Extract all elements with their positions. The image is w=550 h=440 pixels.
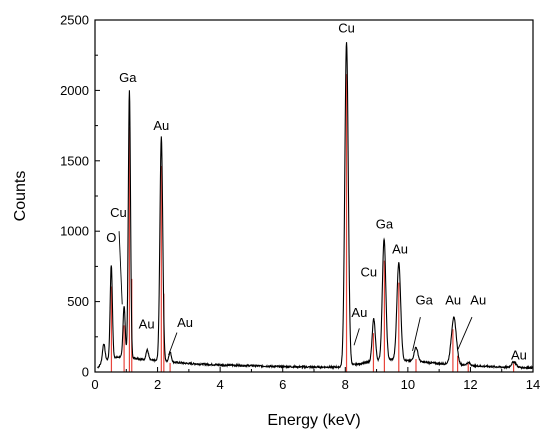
peak-label-o-0: O: [106, 230, 116, 245]
x-tick-label-8: 8: [342, 377, 349, 392]
spectrum-series: [97, 42, 534, 371]
y-tick-label-1500: 1500: [60, 153, 89, 168]
peak-label-au-7: Au: [351, 305, 367, 320]
leader-line-3: [412, 316, 421, 351]
axes: 0 2 4 6 8 10 12 14 0 500 1000 1500 2000 2500 Energy …: [12, 13, 540, 430]
y-tick-label-2000: 2000: [60, 83, 89, 98]
x-tick-label-6: 6: [279, 377, 286, 392]
leader-line-1: [168, 332, 178, 356]
x-axis-title: Energy (keV): [267, 412, 360, 429]
y-axis-ticks: 0 500 1000 1500 2000 2500: [60, 13, 100, 380]
peak-label-ga-9: Ga: [376, 216, 394, 231]
peak-label-cu-1: Cu: [110, 205, 127, 220]
x-tick-label-2: 2: [154, 377, 161, 392]
leader-line-0: [118, 231, 123, 305]
peak-label-au-14: Au: [511, 347, 527, 362]
peak-label-au-10: Au: [392, 242, 408, 257]
peak-label-au-12: Au: [445, 292, 461, 307]
leader-line-2: [353, 328, 360, 346]
y-tick-label-1000: 1000: [60, 224, 89, 239]
y-tick-label-0: 0: [82, 365, 89, 380]
y-tick-label-2500: 2500: [60, 13, 89, 28]
peak-label-cu-6: Cu: [338, 21, 355, 36]
x-tick-label-12: 12: [463, 377, 477, 392]
spectrum-line: [97, 42, 534, 371]
x-tick-label-4: 4: [217, 377, 224, 392]
peak-label-au-5: Au: [177, 315, 193, 330]
peak-labels: O Cu Ga Au Au Au Cu Au Cu Ga Au Ga Au Au Au: [106, 21, 527, 363]
x-tick-label-10: 10: [401, 377, 415, 392]
x-axis-ticks: 0 2 4 6 8 10 12 14: [91, 367, 540, 392]
x-tick-label-0: 0: [91, 377, 98, 392]
y-axis-title: Counts: [12, 171, 29, 222]
y-tick-label-500: 500: [67, 294, 89, 309]
reference-lines: [110, 74, 515, 372]
x-tick-label-14: 14: [526, 377, 540, 392]
peak-label-au-13: Au: [470, 292, 486, 307]
peak-label-ga-11: Ga: [415, 292, 433, 307]
peak-label-au-4: Au: [139, 316, 155, 331]
peak-label-ga-2: Ga: [119, 70, 137, 85]
peak-label-au-3: Au: [153, 118, 169, 133]
leader-line-4: [457, 316, 473, 350]
annotation-leaders: [118, 231, 473, 356]
peak-label-cu-8: Cu: [360, 264, 377, 279]
